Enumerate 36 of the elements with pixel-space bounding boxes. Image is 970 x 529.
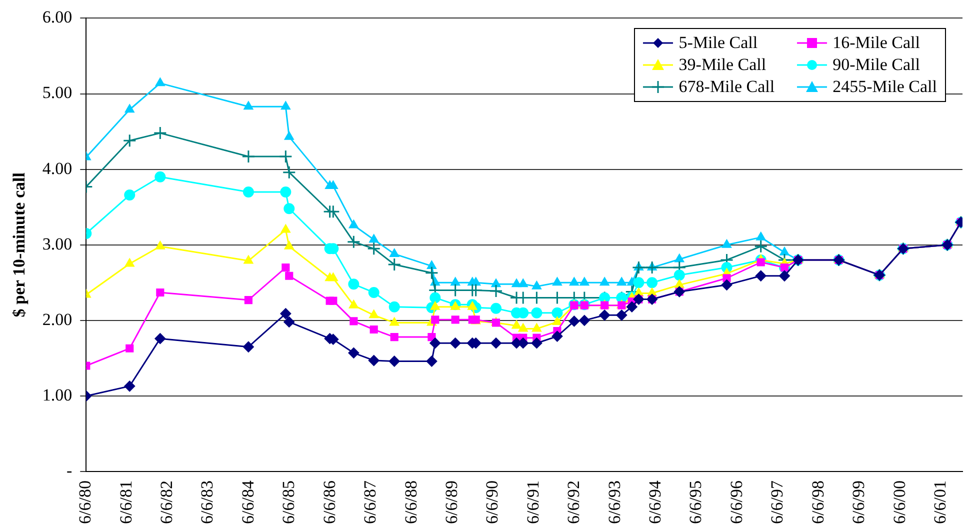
- x-tick-label: 6/6/81: [116, 480, 136, 524]
- legend-label: 5-Mile Call: [678, 33, 758, 53]
- x-tick-label: 6/6/91: [523, 480, 542, 524]
- y-tick-label: 1.00: [42, 385, 72, 404]
- x-tick-label: 6/6/83: [198, 480, 217, 524]
- y-tick-label: 3.00: [42, 234, 72, 254]
- y-tick-label: -: [66, 461, 72, 480]
- x-tick-label: 6/6/99: [849, 480, 868, 524]
- x-tick-label: 6/6/86: [320, 480, 339, 524]
- x-tick-label: 6/6/98: [808, 480, 828, 524]
- x-tick-label: 6/6/00: [890, 480, 909, 524]
- legend-label: 16-Mile Call: [832, 33, 920, 53]
- x-tick-label: 6/6/88: [401, 480, 420, 524]
- x-tick-label: 6/6/80: [76, 480, 95, 524]
- x-tick-label: 6/6/01: [930, 480, 950, 524]
- y-tick-label: 6.00: [42, 8, 72, 27]
- y-tick-label: 2.00: [42, 310, 72, 329]
- x-tick-label: 6/6/90: [482, 480, 502, 524]
- x-tick-label: 6/6/95: [686, 480, 706, 524]
- y-tick-label: 5.00: [42, 83, 72, 102]
- x-tick-label: 6/6/87: [360, 480, 380, 524]
- legend-label: 39-Mile Call: [678, 55, 766, 75]
- x-tick-label: 6/6/89: [442, 480, 462, 524]
- legend-label: 2455-Mile Call: [832, 77, 937, 97]
- x-tick-label: 6/6/97: [768, 480, 787, 524]
- x-tick-label: 6/6/94: [646, 480, 665, 524]
- x-tick-label: 6/6/96: [727, 480, 746, 524]
- y-axis-title: $ per 10-minute call: [10, 172, 29, 318]
- x-tick-label: 6/6/92: [564, 480, 584, 524]
- y-tick-label: 4.00: [42, 158, 72, 178]
- legend-label: 90-Mile Call: [832, 55, 920, 75]
- legend-label: 678-Mile Call: [678, 77, 775, 97]
- x-tick-label: 6/6/85: [279, 480, 298, 524]
- x-tick-label: 6/6/84: [238, 480, 258, 524]
- x-tick-label: 6/6/82: [156, 480, 176, 524]
- x-tick-label: 6/6/93: [604, 480, 624, 524]
